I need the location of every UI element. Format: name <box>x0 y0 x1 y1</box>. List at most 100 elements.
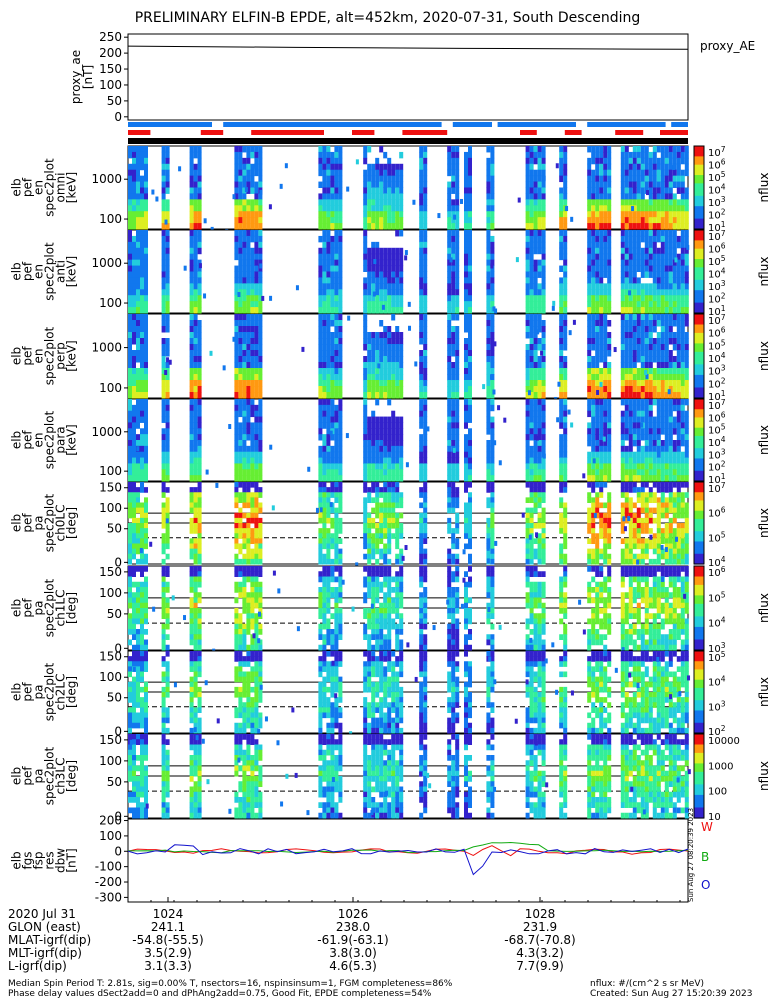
spectrogram-cell <box>636 380 641 387</box>
spectrogram-cell <box>165 553 170 560</box>
spectrogram-cell <box>437 213 441 219</box>
spectrogram-cell <box>379 392 384 399</box>
spectrogram-cell <box>132 181 136 188</box>
spectrogram-cell <box>326 259 331 267</box>
spectrogram-cell <box>624 175 629 183</box>
spectrogram-cell <box>387 271 392 278</box>
spectrogram-cell <box>375 344 380 351</box>
spectrogram-cell <box>165 386 170 393</box>
spectrogram-cell <box>525 445 530 453</box>
spectrogram-cell <box>165 259 170 267</box>
spectrogram-cell <box>379 492 384 498</box>
spectrogram-cell <box>165 175 170 183</box>
spectrogram-cell <box>250 277 255 284</box>
spectrogram-cell <box>664 253 669 261</box>
spectrogram-cell <box>595 392 600 399</box>
spectrogram-cell <box>563 320 568 327</box>
spectrogram-cell <box>383 523 388 529</box>
spectrogram-cell <box>587 199 592 206</box>
spectrogram-cell <box>644 399 649 406</box>
spectrogram-cell <box>455 169 460 177</box>
spectrogram-cell <box>676 199 681 206</box>
spectrogram-cell <box>419 451 424 459</box>
spectrogram-cell <box>379 434 384 441</box>
spectrogram-cell <box>326 463 331 470</box>
spectrogram-cell <box>595 157 600 165</box>
spectrogram-cell <box>607 463 612 470</box>
spectrogram-cell <box>676 362 681 369</box>
spectrogram-cell <box>367 187 372 194</box>
colorbar-step <box>694 423 704 427</box>
spectrogram-cell <box>660 205 665 212</box>
spectrogram-cell <box>391 533 396 539</box>
spectrogram-cell <box>648 445 653 453</box>
spectrogram-cell <box>140 247 144 255</box>
spectrogram-cell <box>391 374 396 381</box>
spectrogram-cell <box>330 332 335 339</box>
spectrogram-cell <box>334 475 339 482</box>
spectrogram-cell <box>559 199 564 206</box>
spectrogram-cell <box>525 392 530 399</box>
spectrogram-cell <box>254 523 259 529</box>
spectrogram-cell <box>640 374 645 381</box>
spectrogram-cell <box>490 386 495 393</box>
spectrogram-cell <box>533 199 538 206</box>
colorbar-step <box>694 379 704 382</box>
spectrogram-cell <box>455 517 460 524</box>
spectrogram-cell <box>595 463 600 470</box>
spectrogram-cell <box>326 404 331 412</box>
spectrogram-cell <box>161 445 166 453</box>
spectrogram-cell <box>395 187 400 194</box>
spectrogram-cell <box>238 230 243 237</box>
spectrogram-cell <box>423 163 428 171</box>
spectrogram-cell <box>144 326 148 333</box>
spectrogram-cell <box>140 528 144 534</box>
spectrogram-cell <box>672 181 677 188</box>
spectrogram-cell <box>668 475 673 482</box>
spectrogram-cell <box>367 271 372 278</box>
spectrogram-cell <box>234 163 239 171</box>
spectrogram-cell <box>140 457 144 464</box>
spectrogram-cell <box>423 223 428 230</box>
spectrogram-cell <box>371 301 376 308</box>
spectrogram-cell <box>144 301 148 308</box>
spectrogram-cell <box>165 235 170 243</box>
spectrogram-cell <box>603 553 608 560</box>
spectrogram-cell <box>680 374 685 381</box>
spectrogram-cell <box>603 235 608 243</box>
spectrogram-cell <box>533 277 538 284</box>
spectrogram-cell <box>603 548 608 555</box>
spectrogram-cell <box>563 169 568 177</box>
spectrogram-cell <box>541 295 546 302</box>
spectrogram-cell <box>242 230 247 237</box>
spectrogram-cell <box>591 422 596 429</box>
spectrogram-cell <box>197 416 202 423</box>
spectrogram-cell <box>684 320 689 327</box>
spectrogram-cell <box>451 428 456 435</box>
spectrogram-cell <box>664 440 669 447</box>
spectrogram-cell <box>486 399 491 406</box>
spectrogram-cell <box>525 314 530 321</box>
spectrogram-cell <box>371 283 376 290</box>
spectrogram-cell <box>447 241 452 249</box>
spectrogram-cell <box>537 265 542 272</box>
y-tick-label: 100 <box>99 78 122 92</box>
spectrogram-cell <box>326 265 331 272</box>
spectrogram-cell <box>234 356 239 363</box>
spectrogram-cell <box>447 199 452 206</box>
spectrogram-cell <box>563 181 568 188</box>
spectrogram-cell <box>197 386 202 393</box>
spectrogram-cell <box>334 523 339 529</box>
spectrogram-cell <box>603 457 608 464</box>
spectrogram-cell <box>537 344 542 351</box>
spectrogram-cell <box>537 386 542 393</box>
spectrogram-cell <box>464 326 468 333</box>
spectrogram-cell <box>136 307 140 314</box>
colorbar-step <box>694 349 704 353</box>
spectrogram-cell <box>563 247 568 255</box>
spectrogram-cell <box>144 187 148 194</box>
spectrogram-cell <box>387 497 392 503</box>
spectrogram-cell <box>330 199 335 206</box>
spectrogram-cell <box>246 301 251 308</box>
spectrogram-cell <box>375 502 380 509</box>
